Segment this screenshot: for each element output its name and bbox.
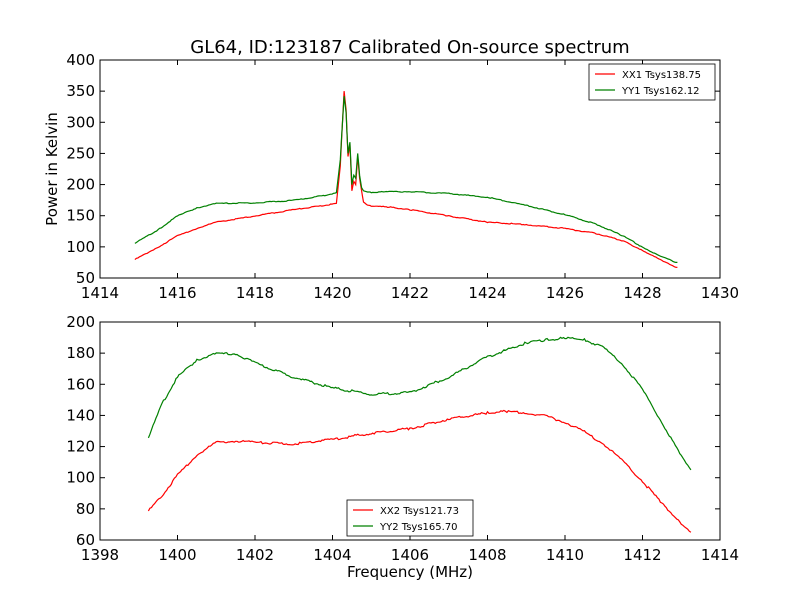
y-tick-label: 180 <box>66 344 95 362</box>
x-tick-label: 1414 <box>701 546 739 564</box>
y-tick-label: 120 <box>66 438 95 456</box>
x-tick-label: 1426 <box>546 284 584 302</box>
x-tick-label: 1406 <box>391 546 429 564</box>
legend-label: XX2 Tsys121.73 <box>380 506 459 517</box>
y-tick-label: 100 <box>66 238 95 256</box>
x-tick-label: 1428 <box>623 284 661 302</box>
y-tick-label: 100 <box>66 469 95 487</box>
x-tick-label: 1414 <box>81 284 119 302</box>
y-tick-label: 400 <box>66 51 95 69</box>
x-tick-label: 1402 <box>236 546 274 564</box>
series-line-2-1 <box>147 409 692 533</box>
series-line-1-2 <box>134 96 678 263</box>
y-tick-label: 200 <box>66 313 95 331</box>
y-tick-label: 50 <box>76 269 95 287</box>
x-tick-label: 1398 <box>81 546 119 564</box>
x-tick-label: 1422 <box>391 284 429 302</box>
x-tick-label: 1408 <box>468 546 506 564</box>
x-tick-label: 1418 <box>236 284 274 302</box>
top-panel: Power in Kelvin 1414 1416 1418 1420 1422 1424… <box>43 51 739 302</box>
top-ylabel: Power in Kelvin <box>43 112 61 226</box>
legend-label: YY1 Tsys162.12 <box>621 86 700 97</box>
x-tick-label: 1410 <box>546 546 584 564</box>
bottom-panel: Frequency (MHz) 1398 1400 1402 1404 1406 1408… <box>66 313 739 581</box>
y-tick-label: 350 <box>66 82 95 100</box>
y-tick-label: 200 <box>66 176 95 194</box>
series-line-2-2 <box>147 336 692 471</box>
y-tick-label: 150 <box>66 207 95 225</box>
legend-box <box>346 499 474 537</box>
legend-box <box>588 63 716 101</box>
y-tick-label: 80 <box>76 500 95 518</box>
x-tick-label: 1424 <box>468 284 506 302</box>
x-tick-label: 1404 <box>313 546 351 564</box>
y-tick-label: 160 <box>66 375 95 393</box>
x-tick-label: 1420 <box>313 284 351 302</box>
y-tick-label: 300 <box>66 113 95 131</box>
y-tick-label: 250 <box>66 144 95 162</box>
x-tick-label: 1430 <box>701 284 739 302</box>
bottom-xlabel: Frequency (MHz) <box>347 563 473 581</box>
legend-label: YY2 Tsys165.70 <box>379 522 458 533</box>
x-tick-label: 1400 <box>158 546 196 564</box>
legend-label: XX1 Tsys138.75 <box>622 70 701 81</box>
series-line-1-1 <box>134 91 678 268</box>
y-tick-label: 140 <box>66 406 95 424</box>
x-tick-label: 1412 <box>623 546 661 564</box>
x-tick-label: 1416 <box>158 284 196 302</box>
y-tick-label: 60 <box>76 531 95 549</box>
chart-title: GL64, ID:123187 Calibrated On-source spe… <box>190 37 629 58</box>
